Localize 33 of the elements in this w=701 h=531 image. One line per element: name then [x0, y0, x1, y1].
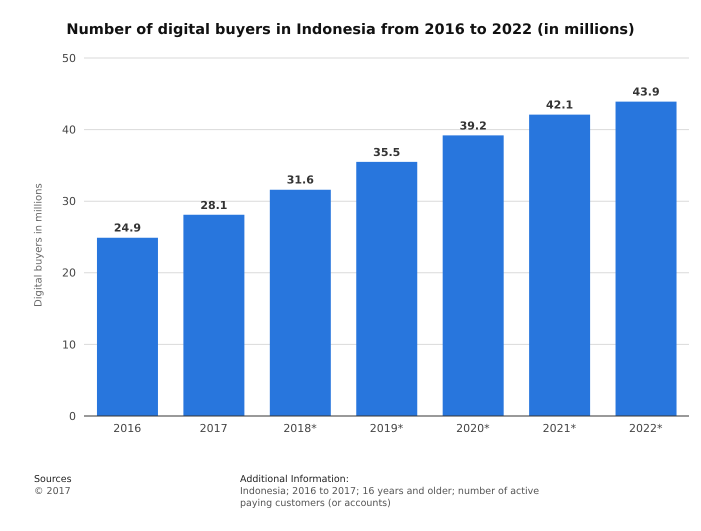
x-tick-label: 2017 [200, 422, 228, 435]
text: Sources [34, 474, 73, 486]
bar [96, 238, 158, 416]
text: Indonesia; 2016 to 2017; 16 years and older; number of active paying customers (or accounts) [240, 486, 540, 510]
x-tick-label: 2016 [113, 422, 142, 435]
text: Additional Information: [240, 474, 350, 486]
x-tick-label: 2021* [542, 422, 577, 435]
y-tick-label: 10 [62, 338, 76, 352]
data-label: 24.9 [114, 222, 142, 235]
bar [616, 102, 677, 416]
y-tick-label: 40 [62, 124, 76, 137]
y-tick-label: 20 [62, 266, 76, 280]
y-tick-label: 30 [62, 195, 76, 208]
bar [529, 114, 590, 416]
y-axis-title: Digital buyers in millions [34, 183, 45, 307]
data-label: 31.6 [286, 174, 314, 187]
chart-title: Number of digital buyers in Indonesia from 2016 to 2022 (in millions) [65, 22, 636, 40]
bar [183, 214, 244, 416]
data-label: 28.1 [200, 198, 228, 212]
data-label: 43.9 [632, 86, 660, 99]
x-tick-label: 2018* [283, 422, 318, 435]
x-tick-label: 2019* [370, 422, 404, 435]
data-label: 42.1 [546, 98, 574, 112]
data-label: 35.5 [373, 146, 400, 159]
x-tick-label: 2022* [629, 422, 664, 435]
y-tick-label: 50 [62, 52, 76, 65]
bar [442, 135, 504, 416]
data-label: 39.2 [460, 119, 487, 132]
x-tick-label: 2020* [456, 422, 490, 435]
bar [270, 190, 331, 416]
bar [356, 162, 418, 416]
y-tick-label: 0 [69, 410, 76, 423]
text: © 2017 [34, 486, 72, 498]
